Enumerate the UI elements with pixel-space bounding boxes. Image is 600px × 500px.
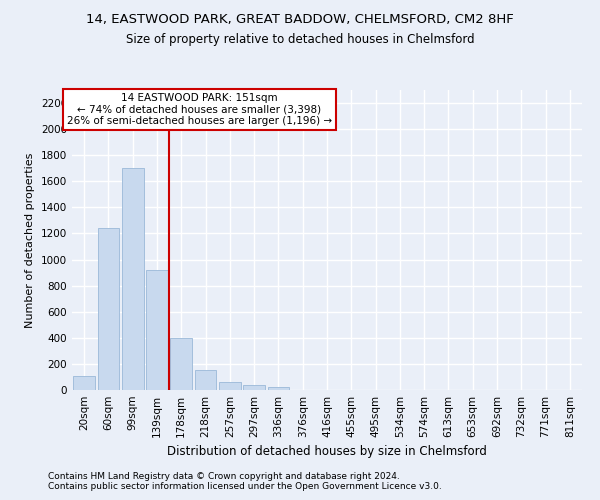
Bar xyxy=(268,387,289,390)
X-axis label: Distribution of detached houses by size in Chelmsford: Distribution of detached houses by size … xyxy=(167,446,487,458)
Text: Contains public sector information licensed under the Open Government Licence v3: Contains public sector information licen… xyxy=(48,482,442,491)
Bar xyxy=(170,338,192,390)
Bar xyxy=(194,370,217,390)
Text: 14, EASTWOOD PARK, GREAT BADDOW, CHELMSFORD, CM2 8HF: 14, EASTWOOD PARK, GREAT BADDOW, CHELMSF… xyxy=(86,12,514,26)
Text: Contains HM Land Registry data © Crown copyright and database right 2024.: Contains HM Land Registry data © Crown c… xyxy=(48,472,400,481)
Bar xyxy=(97,228,119,390)
Bar xyxy=(73,376,95,390)
Bar xyxy=(122,168,143,390)
Bar xyxy=(219,382,241,390)
Bar xyxy=(146,270,168,390)
Bar xyxy=(243,386,265,390)
Y-axis label: Number of detached properties: Number of detached properties xyxy=(25,152,35,328)
Text: Size of property relative to detached houses in Chelmsford: Size of property relative to detached ho… xyxy=(125,32,475,46)
Text: 14 EASTWOOD PARK: 151sqm
← 74% of detached houses are smaller (3,398)
26% of sem: 14 EASTWOOD PARK: 151sqm ← 74% of detach… xyxy=(67,93,332,126)
